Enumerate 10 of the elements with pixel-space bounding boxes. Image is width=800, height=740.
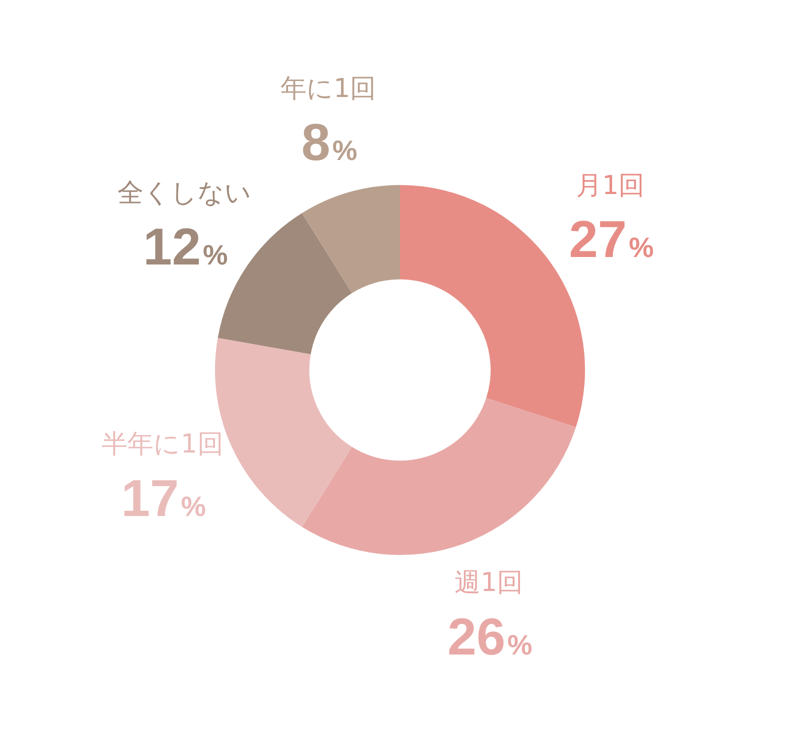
data-label: 26% [448, 608, 532, 666]
slice-label: 週1回 [454, 568, 524, 598]
data-label: 12% [143, 218, 228, 277]
slice-label: 年に1回 [280, 74, 376, 104]
slice-label: 全くしない [117, 178, 252, 208]
slice-label: 半年に1回 [102, 430, 224, 460]
data-label: 27% [568, 211, 654, 270]
slice-label: 月1回 [576, 170, 645, 201]
data-label: 8% [301, 114, 358, 172]
data-label: 17% [121, 470, 206, 528]
